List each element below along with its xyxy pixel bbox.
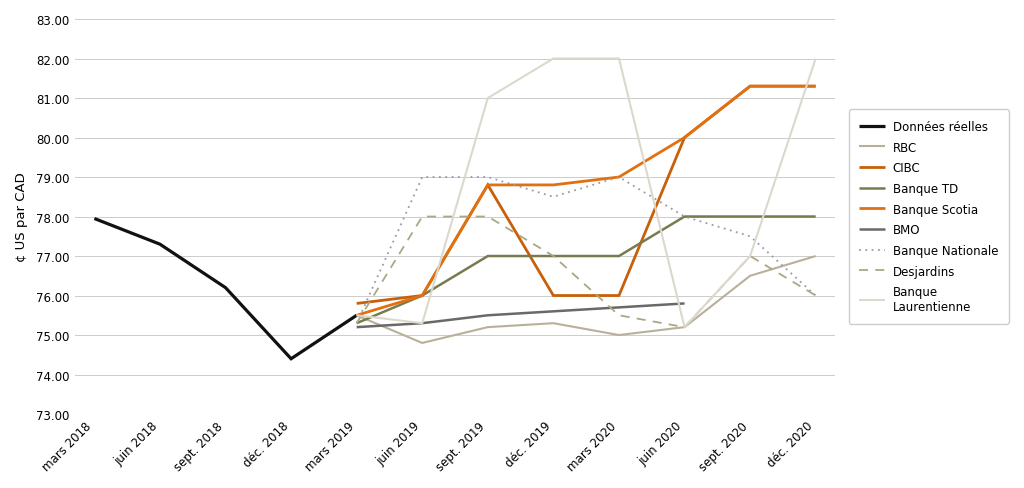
RBC bbox=[678, 325, 690, 330]
Banque Scotia bbox=[810, 84, 822, 90]
RBC bbox=[547, 321, 559, 326]
Banque
Laurentienne bbox=[744, 254, 757, 260]
Banque Scotia bbox=[416, 293, 428, 299]
BMO bbox=[678, 301, 690, 307]
Banque TD bbox=[810, 214, 822, 220]
CIBC bbox=[612, 293, 625, 299]
Banque Nationale bbox=[350, 321, 362, 326]
Banque Nationale bbox=[416, 175, 428, 181]
Desjardins bbox=[678, 325, 690, 330]
Banque TD bbox=[678, 214, 690, 220]
Line: Banque TD: Banque TD bbox=[356, 217, 816, 324]
BMO bbox=[350, 325, 362, 330]
CIBC bbox=[744, 84, 757, 90]
Line: Desjardins: Desjardins bbox=[356, 217, 816, 327]
Desjardins bbox=[744, 254, 757, 260]
CIBC bbox=[350, 301, 362, 307]
Banque Nationale bbox=[547, 194, 559, 200]
RBC bbox=[416, 340, 428, 346]
Banque TD bbox=[612, 254, 625, 260]
Banque TD bbox=[547, 254, 559, 260]
RBC bbox=[612, 332, 625, 338]
Line: Banque
Laurentienne: Banque Laurentienne bbox=[356, 60, 816, 327]
Banque Scotia bbox=[350, 313, 362, 319]
Banque
Laurentienne bbox=[810, 57, 822, 62]
CIBC bbox=[481, 183, 494, 188]
Banque
Laurentienne bbox=[547, 57, 559, 62]
Banque
Laurentienne bbox=[350, 313, 362, 319]
Desjardins bbox=[612, 313, 625, 319]
Line: Données réelles: Données réelles bbox=[94, 219, 356, 359]
Desjardins bbox=[416, 214, 428, 220]
Banque Nationale bbox=[810, 293, 822, 299]
BMO bbox=[481, 313, 494, 319]
Banque Scotia bbox=[547, 183, 559, 188]
RBC bbox=[481, 325, 494, 330]
CIBC bbox=[678, 135, 690, 141]
Line: Banque Nationale: Banque Nationale bbox=[356, 178, 816, 324]
Banque Scotia bbox=[678, 135, 690, 141]
RBC bbox=[744, 273, 757, 279]
RBC bbox=[350, 313, 362, 319]
Données réelles bbox=[219, 285, 231, 291]
Banque
Laurentienne bbox=[416, 321, 428, 326]
Banque Nationale bbox=[612, 175, 625, 181]
CIBC bbox=[810, 84, 822, 90]
Banque TD bbox=[350, 321, 362, 326]
Legend: Données réelles, RBC, CIBC, Banque TD, Banque Scotia, BMO, Banque Nationale, Des: Données réelles, RBC, CIBC, Banque TD, B… bbox=[849, 110, 1009, 324]
Y-axis label: ¢ US par CAD: ¢ US par CAD bbox=[15, 172, 28, 262]
Banque
Laurentienne bbox=[481, 96, 494, 102]
BMO bbox=[547, 309, 559, 315]
Line: CIBC: CIBC bbox=[356, 87, 816, 304]
Données réelles bbox=[154, 242, 166, 247]
Desjardins bbox=[481, 214, 494, 220]
Banque Scotia bbox=[744, 84, 757, 90]
Banque Scotia bbox=[481, 183, 494, 188]
Banque Nationale bbox=[744, 234, 757, 240]
Données réelles bbox=[88, 216, 100, 222]
Banque TD bbox=[416, 293, 428, 299]
Banque
Laurentienne bbox=[612, 57, 625, 62]
Banque TD bbox=[481, 254, 494, 260]
Line: RBC: RBC bbox=[356, 257, 816, 343]
BMO bbox=[416, 321, 428, 326]
Banque Scotia bbox=[612, 175, 625, 181]
RBC bbox=[810, 254, 822, 260]
Banque TD bbox=[744, 214, 757, 220]
Desjardins bbox=[547, 254, 559, 260]
BMO bbox=[612, 305, 625, 311]
Données réelles bbox=[350, 313, 362, 319]
Données réelles bbox=[285, 356, 297, 362]
Line: Banque Scotia: Banque Scotia bbox=[356, 87, 816, 316]
Desjardins bbox=[350, 321, 362, 326]
Banque
Laurentienne bbox=[678, 325, 690, 330]
Banque Nationale bbox=[678, 214, 690, 220]
CIBC bbox=[416, 293, 428, 299]
Line: BMO: BMO bbox=[356, 304, 684, 327]
Desjardins bbox=[810, 293, 822, 299]
Banque Nationale bbox=[481, 175, 494, 181]
CIBC bbox=[547, 293, 559, 299]
